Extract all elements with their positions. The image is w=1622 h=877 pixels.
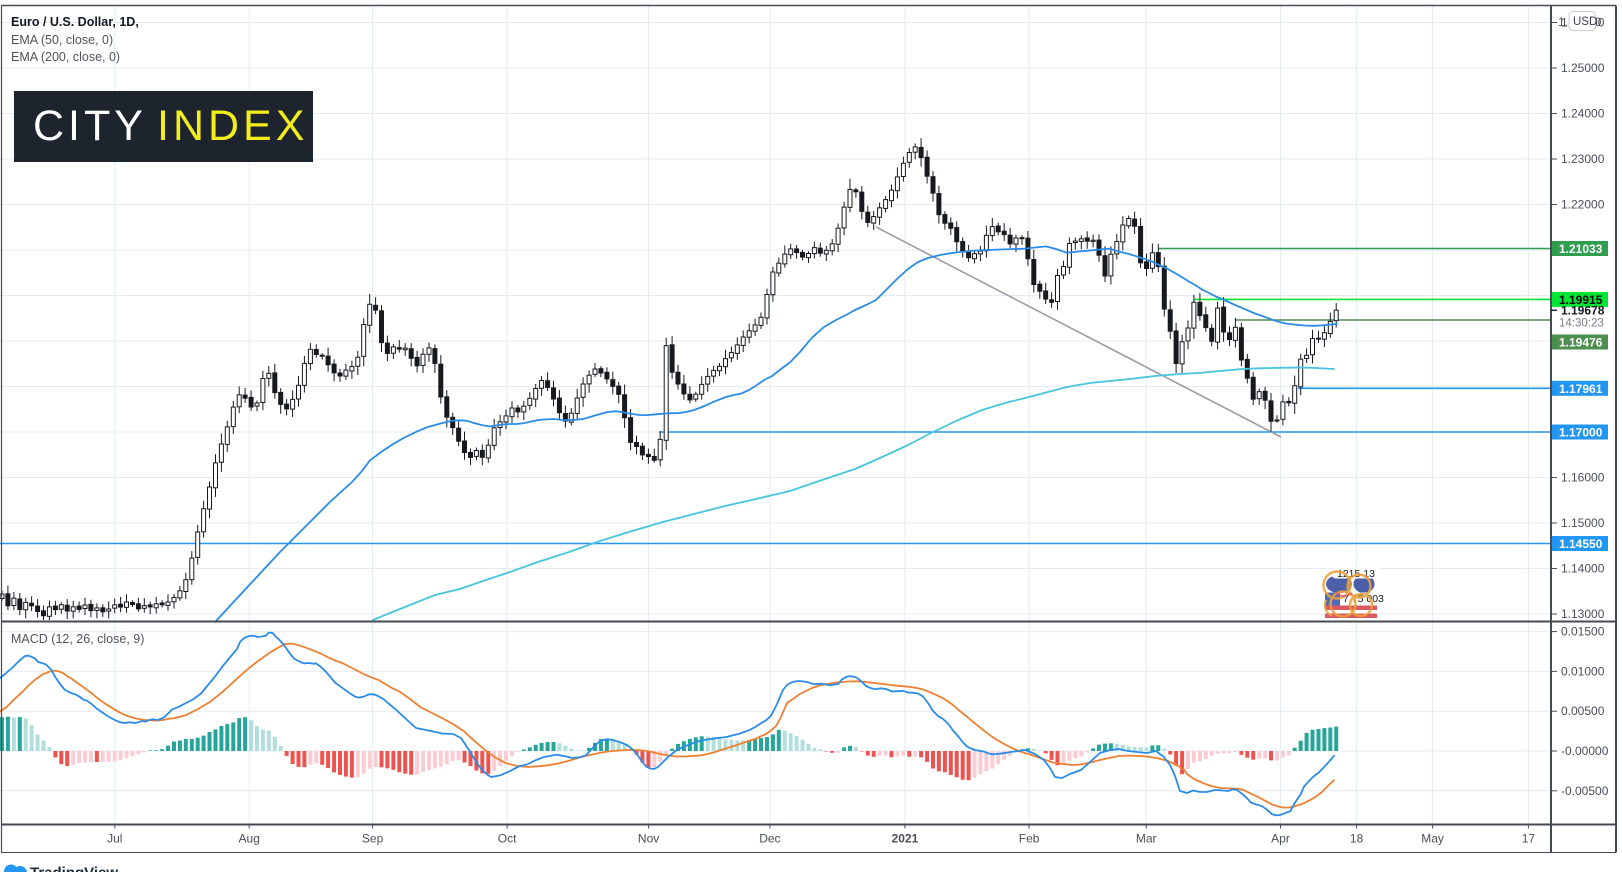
svg-text:MACD (12, 26, close, 9): MACD (12, 26, close, 9) xyxy=(11,632,144,646)
svg-text:1.19678: 1.19678 xyxy=(1561,304,1605,318)
svg-text:1.17000: 1.17000 xyxy=(1559,426,1603,440)
svg-text:0.01500: 0.01500 xyxy=(1561,625,1605,639)
svg-text:Jul: Jul xyxy=(107,832,122,846)
svg-text:14:30:23: 14:30:23 xyxy=(1559,318,1604,330)
svg-text:TradingView: TradingView xyxy=(30,865,118,873)
svg-text:CITY: CITY xyxy=(33,102,147,150)
svg-text:EMA (50, close, 0): EMA (50, close, 0) xyxy=(11,33,113,47)
svg-text:18: 18 xyxy=(1350,832,1364,846)
svg-text:1.22000: 1.22000 xyxy=(1561,198,1605,212)
svg-text:EMA (200, close, 0): EMA (200, close, 0) xyxy=(11,50,120,64)
svg-text:2021: 2021 xyxy=(892,832,919,846)
svg-text:1.14000: 1.14000 xyxy=(1561,562,1605,576)
svg-text:Dec: Dec xyxy=(759,832,780,846)
svg-text:0.00500: 0.00500 xyxy=(1561,704,1605,718)
svg-text:1.19915: 1.19915 xyxy=(1559,293,1603,307)
svg-text:17: 17 xyxy=(1522,832,1536,846)
svg-text:Oct: Oct xyxy=(498,832,517,846)
svg-text:Mar: Mar xyxy=(1136,832,1157,846)
svg-text:Nov: Nov xyxy=(638,832,659,846)
svg-text:1.23000: 1.23000 xyxy=(1561,152,1605,166)
svg-text:Aug: Aug xyxy=(239,832,260,846)
svg-text:1.15000: 1.15000 xyxy=(1561,516,1605,530)
svg-text:1.19476: 1.19476 xyxy=(1559,336,1603,350)
svg-text:1.16000: 1.16000 xyxy=(1561,471,1605,485)
svg-text:Euro / U.S. Dollar, 1D,: Euro / U.S. Dollar, 1D, xyxy=(11,15,139,29)
svg-text:0.01000: 0.01000 xyxy=(1561,664,1605,678)
svg-text:USD: USD xyxy=(1573,16,1597,28)
svg-text:-0.00000: -0.00000 xyxy=(1561,744,1609,758)
svg-text:1.14550: 1.14550 xyxy=(1559,537,1603,551)
svg-text:1.21033: 1.21033 xyxy=(1559,242,1603,256)
svg-text:Apr: Apr xyxy=(1271,832,1290,846)
svg-text:1.24000: 1.24000 xyxy=(1561,107,1605,121)
svg-text:1.13000: 1.13000 xyxy=(1561,607,1605,621)
svg-text:Sep: Sep xyxy=(362,832,384,846)
svg-text:May: May xyxy=(1421,832,1444,846)
svg-text:-0.00500: -0.00500 xyxy=(1561,784,1609,798)
svg-text:Feb: Feb xyxy=(1019,832,1040,846)
svg-text:INDEX: INDEX xyxy=(157,102,308,150)
svg-text:1.17961: 1.17961 xyxy=(1559,382,1603,396)
svg-text:1.25000: 1.25000 xyxy=(1561,61,1605,75)
